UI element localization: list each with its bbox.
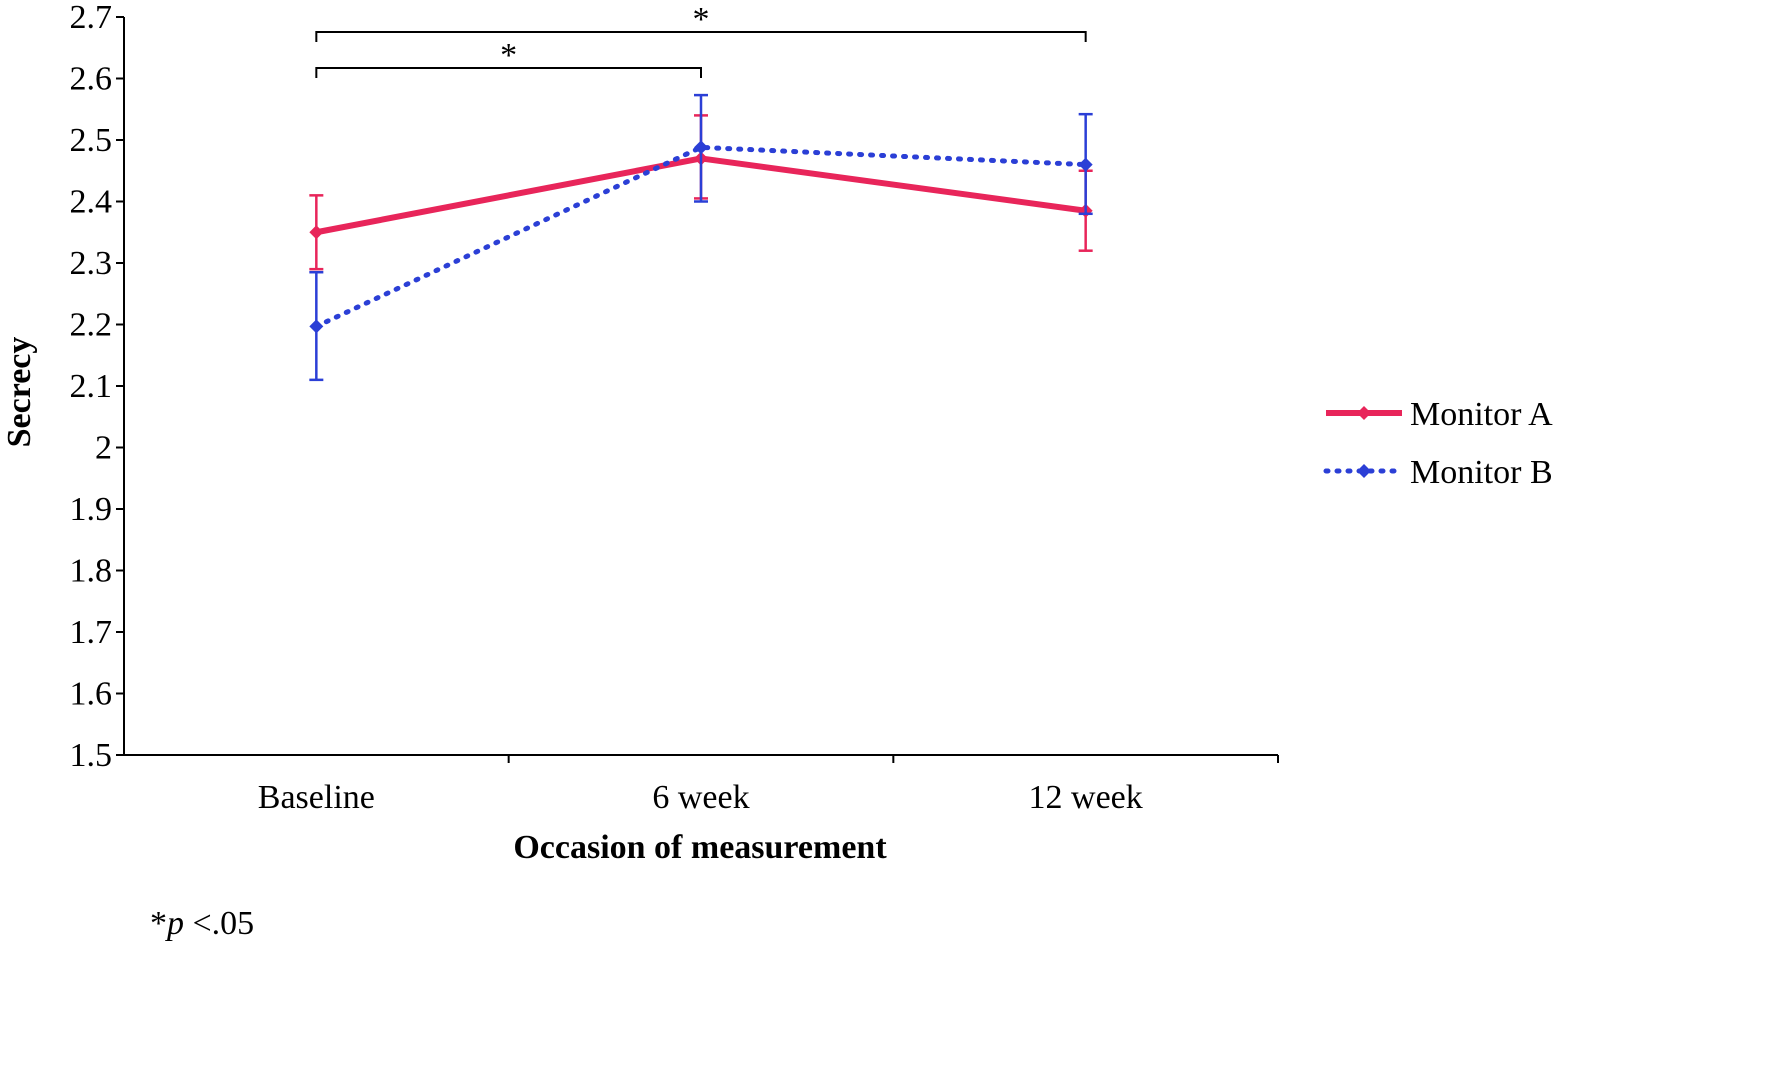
axes (116, 16, 1279, 763)
data-series (309, 93, 1093, 382)
y-tick-label: 2.7 (70, 0, 113, 36)
data-point (309, 225, 324, 240)
y-tick-label: 1.6 (70, 676, 113, 713)
legend-label: Monitor A (1410, 396, 1553, 433)
data-point (309, 319, 324, 334)
x-tick-label: 12 week (1029, 779, 1143, 816)
series-monitor-b (309, 93, 1093, 382)
footnote-star: * (150, 905, 167, 942)
legend-marker (1357, 406, 1371, 420)
significance-bracket (315, 31, 1087, 42)
footnote-threshold: <.05 (184, 905, 255, 942)
legend-label: Monitor B (1410, 454, 1553, 491)
significance-label: * (693, 1, 710, 38)
y-tick-label: 1.8 (70, 553, 113, 590)
y-tick-label: 2.2 (70, 307, 113, 344)
y-tick-label: 1.7 (70, 614, 113, 651)
significance-label: * (500, 37, 517, 74)
x-tick-labels: Baseline 6 week 12 week (258, 779, 1143, 816)
legend: Monitor A Monitor B (1323, 396, 1553, 491)
x-axis-title: Occasion of measurement (513, 829, 887, 866)
y-tick-label: 1.9 (70, 491, 113, 528)
significance-bracket (315, 67, 702, 78)
data-point (1078, 157, 1093, 172)
y-tick-label: 2.1 (70, 368, 113, 405)
data-point (694, 140, 708, 155)
legend-marker (1357, 464, 1371, 478)
y-tick-label: 2.6 (70, 61, 113, 98)
y-axis-title: Secrecy (1, 337, 38, 448)
footnote-p: p (167, 905, 184, 942)
y-tick-labels: 1.5 1.6 1.7 1.8 1.9 2 2.1 2.2 2.3 2.4 2.5 2.6 2.7 (70, 0, 113, 774)
footnote: *p <.05 (150, 905, 254, 943)
x-tick-label: Baseline (258, 779, 375, 816)
y-tick-label: 2.5 (70, 122, 113, 159)
series-line (313, 144, 1089, 329)
y-tick-label: 2 (95, 430, 112, 467)
significance-brackets: ** (315, 1, 1087, 78)
y-tick-label: 2.4 (70, 184, 113, 221)
y-tick-label: 2.3 (70, 245, 113, 282)
x-tick-label: 6 week (652, 779, 749, 816)
y-tick-label: 1.5 (70, 737, 113, 774)
